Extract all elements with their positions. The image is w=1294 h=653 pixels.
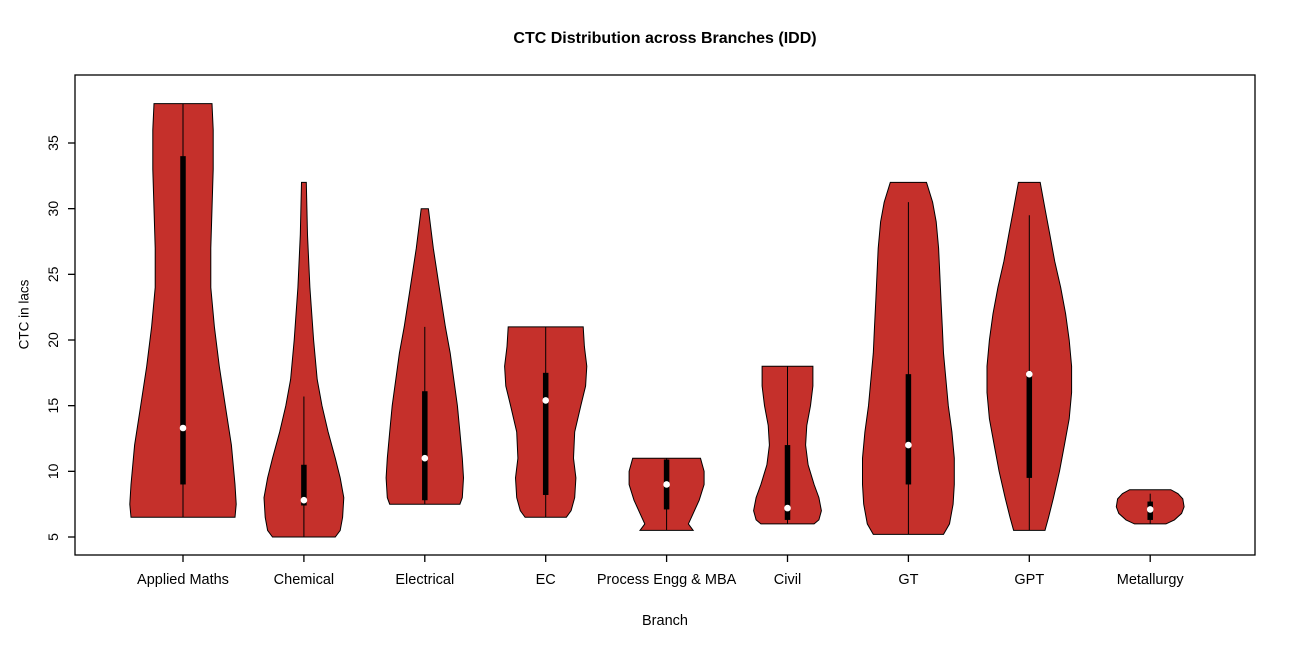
y-tick-label: 30: [45, 201, 61, 217]
violin-chemical: [263, 181, 345, 538]
x-tick-label-ec: EC: [536, 572, 556, 588]
median-dot-process-engg-mba: [663, 481, 670, 488]
median-dot-gpt: [1026, 370, 1033, 378]
median-dot-ec: [542, 397, 549, 404]
iqr-box-gt: [905, 374, 912, 485]
iqr-box-ec: [542, 372, 549, 495]
y-tick-label: 15: [45, 398, 61, 414]
y-tick-label: 5: [45, 533, 61, 541]
x-tick-label-metallurgy: Metallurgy: [1117, 572, 1185, 588]
median-dot-electrical: [421, 454, 429, 462]
x-tick-label-gpt: GPT: [1014, 572, 1044, 588]
iqr-box-chemical: [301, 464, 307, 506]
median-dot-gt: [905, 441, 912, 449]
y-tick-label: 10: [45, 463, 61, 479]
iqr-box-applied-maths: [180, 156, 186, 485]
iqr-box-gpt: [1026, 371, 1033, 478]
median-dot-applied-maths: [179, 424, 187, 432]
x-axis-label: Branch: [642, 613, 688, 629]
y-tick-label: 35: [45, 135, 61, 151]
iqr-box-civil: [784, 445, 791, 520]
x-tick-label-chemical: Chemical: [274, 572, 334, 588]
chart-title: CTC Distribution across Branches (IDD): [513, 30, 817, 47]
x-tick-label-civil: Civil: [774, 572, 801, 588]
plot-border: [74, 74, 1256, 556]
median-dot-civil: [784, 504, 791, 512]
x-tick-label-process-engg-mba: Process Engg & MBA: [597, 572, 737, 588]
y-tick-label: 20: [45, 332, 61, 348]
x-tick-label-applied-maths: Applied Maths: [137, 572, 229, 588]
y-tick-label: 25: [45, 266, 61, 282]
x-tick-label-electrical: Electrical: [395, 572, 454, 588]
median-dot-metallurgy: [1146, 506, 1154, 513]
x-tick-label-gt: GT: [898, 572, 918, 588]
median-dot-chemical: [300, 496, 308, 504]
iqr-box-electrical: [422, 391, 428, 501]
